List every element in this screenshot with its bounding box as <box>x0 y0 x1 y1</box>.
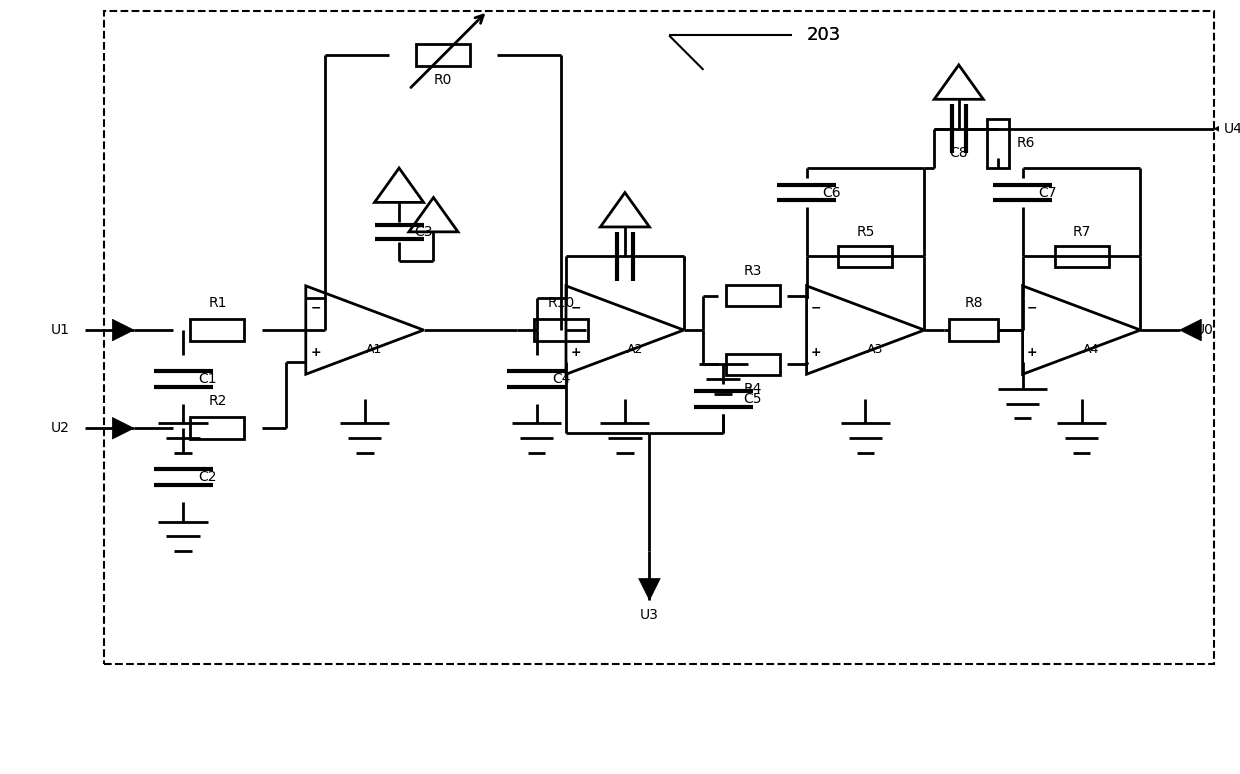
Text: R4: R4 <box>744 382 761 396</box>
Bar <box>949 319 998 341</box>
Text: C1: C1 <box>198 372 217 386</box>
Bar <box>417 44 470 66</box>
Text: −: − <box>1027 301 1038 314</box>
Text: 203: 203 <box>806 26 841 44</box>
Text: U1: U1 <box>51 323 71 337</box>
Text: R7: R7 <box>1073 225 1091 239</box>
Polygon shape <box>113 319 134 341</box>
Text: U4: U4 <box>1224 122 1240 135</box>
Polygon shape <box>113 417 134 439</box>
Text: R2: R2 <box>208 394 227 408</box>
Bar <box>104 11 1214 664</box>
Text: U2: U2 <box>51 421 71 435</box>
Text: U3: U3 <box>640 608 658 622</box>
Bar <box>987 119 1009 168</box>
Text: R5: R5 <box>857 225 874 239</box>
Text: R10: R10 <box>548 296 574 310</box>
Text: R1: R1 <box>208 296 227 310</box>
Polygon shape <box>639 578 660 600</box>
Text: +: + <box>570 346 582 359</box>
Text: C2: C2 <box>198 471 217 485</box>
Text: C8: C8 <box>950 146 968 160</box>
Text: +: + <box>310 346 321 359</box>
Text: +: + <box>1027 346 1038 359</box>
Bar <box>838 245 893 267</box>
Bar <box>191 319 244 341</box>
Text: +: + <box>811 346 822 359</box>
Bar <box>725 285 780 307</box>
Polygon shape <box>1214 118 1236 139</box>
Text: R3: R3 <box>744 264 761 278</box>
Text: A3: A3 <box>867 343 883 356</box>
Text: R6: R6 <box>1017 136 1035 150</box>
Text: U0: U0 <box>1194 323 1213 337</box>
Bar <box>725 354 780 375</box>
Text: A2: A2 <box>626 343 642 356</box>
Text: −: − <box>310 301 321 314</box>
Bar <box>1054 245 1109 267</box>
Text: 203: 203 <box>806 26 841 44</box>
Text: C3: C3 <box>414 225 433 239</box>
Text: C6: C6 <box>822 186 841 200</box>
Bar <box>534 319 588 341</box>
Text: A4: A4 <box>1084 343 1100 356</box>
Text: C5: C5 <box>743 392 761 406</box>
Bar <box>191 417 244 439</box>
Text: −: − <box>811 301 822 314</box>
Polygon shape <box>1179 319 1202 341</box>
Text: −: − <box>570 301 582 314</box>
Text: C4: C4 <box>552 372 570 386</box>
Text: C7: C7 <box>1038 186 1056 200</box>
Text: A1: A1 <box>366 343 383 356</box>
Text: R0: R0 <box>434 73 453 87</box>
Text: R8: R8 <box>965 296 983 310</box>
